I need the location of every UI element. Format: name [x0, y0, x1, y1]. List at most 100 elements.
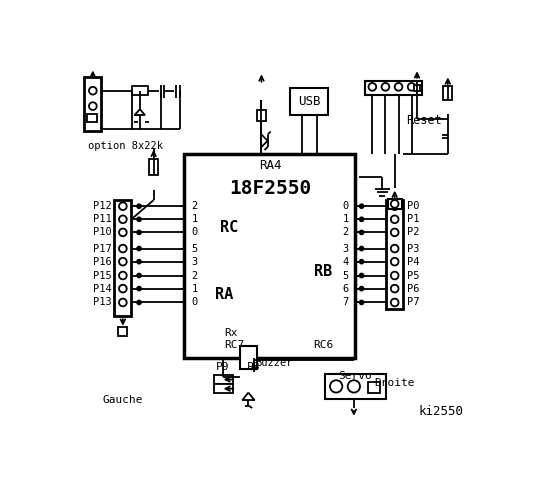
Bar	[443, 86, 452, 100]
Circle shape	[359, 287, 363, 290]
Text: P12: P12	[92, 201, 111, 211]
Text: 18F2550: 18F2550	[229, 179, 311, 198]
Circle shape	[137, 230, 141, 234]
Circle shape	[137, 260, 141, 264]
Text: P15: P15	[92, 271, 111, 280]
Text: 5: 5	[342, 271, 348, 280]
Circle shape	[348, 380, 360, 393]
Bar	[185, 154, 356, 358]
Bar	[215, 384, 233, 393]
Text: USB: USB	[298, 95, 320, 108]
Text: 6: 6	[342, 284, 348, 294]
Circle shape	[391, 203, 399, 210]
Circle shape	[119, 258, 127, 265]
Text: 1: 1	[191, 284, 197, 294]
Text: 4: 4	[342, 257, 348, 267]
Circle shape	[137, 287, 141, 290]
Circle shape	[119, 299, 127, 306]
Text: P10: P10	[92, 228, 111, 238]
Bar	[386, 200, 403, 309]
Text: P6: P6	[407, 284, 420, 294]
Text: RA: RA	[215, 287, 233, 302]
Bar	[364, 81, 422, 95]
Text: 0: 0	[191, 298, 197, 308]
Text: P13: P13	[92, 298, 111, 308]
Text: P3: P3	[407, 243, 420, 253]
Circle shape	[119, 228, 127, 236]
Bar	[85, 77, 101, 131]
Bar	[368, 382, 380, 393]
Text: 1: 1	[191, 214, 197, 224]
Circle shape	[119, 216, 127, 223]
Text: option 8x22k: option 8x22k	[88, 141, 164, 151]
Circle shape	[391, 228, 399, 236]
Text: RB: RB	[314, 264, 332, 279]
Circle shape	[382, 83, 389, 91]
Text: RA4: RA4	[259, 159, 281, 172]
Text: 7: 7	[342, 298, 348, 308]
Text: 2: 2	[191, 201, 197, 211]
Text: P2: P2	[407, 228, 420, 238]
Text: P14: P14	[92, 284, 111, 294]
Circle shape	[89, 87, 97, 95]
Text: P7: P7	[407, 298, 420, 308]
Circle shape	[119, 272, 127, 279]
Circle shape	[391, 299, 399, 306]
Circle shape	[119, 245, 127, 252]
Circle shape	[395, 83, 403, 91]
Text: ki2550: ki2550	[418, 405, 463, 418]
Bar	[290, 88, 328, 115]
Text: P0: P0	[407, 201, 420, 211]
Circle shape	[359, 217, 363, 221]
Text: P5: P5	[407, 271, 420, 280]
Text: 3: 3	[342, 243, 348, 253]
Text: Gauche: Gauche	[103, 395, 143, 405]
Circle shape	[391, 245, 399, 252]
Text: P8: P8	[247, 362, 260, 372]
Text: Reset: Reset	[406, 114, 442, 127]
Bar	[149, 159, 158, 175]
Text: 2: 2	[191, 271, 197, 280]
Bar	[118, 327, 128, 336]
Bar	[114, 200, 132, 316]
Text: P9: P9	[216, 362, 229, 372]
Bar	[391, 202, 399, 209]
Text: RC6: RC6	[313, 340, 333, 350]
Bar	[132, 86, 148, 96]
Text: 2: 2	[342, 228, 348, 238]
Text: RC: RC	[220, 219, 238, 235]
Circle shape	[368, 83, 376, 91]
Circle shape	[137, 247, 141, 251]
Circle shape	[359, 247, 363, 251]
Circle shape	[89, 102, 97, 110]
Bar	[257, 110, 266, 121]
Bar	[240, 347, 257, 370]
Circle shape	[137, 274, 141, 277]
Text: Droite: Droite	[374, 378, 415, 387]
Circle shape	[359, 260, 363, 264]
Text: P1: P1	[407, 214, 420, 224]
Circle shape	[391, 200, 399, 208]
Circle shape	[408, 83, 415, 91]
Circle shape	[330, 380, 342, 393]
Text: 0: 0	[342, 201, 348, 211]
Bar	[325, 374, 386, 399]
Circle shape	[391, 272, 399, 279]
Circle shape	[119, 285, 127, 292]
Circle shape	[359, 300, 363, 304]
Circle shape	[391, 285, 399, 292]
Circle shape	[119, 203, 127, 210]
Circle shape	[137, 300, 141, 304]
Bar	[87, 114, 97, 121]
Text: Buzzer: Buzzer	[255, 358, 293, 368]
Text: P11: P11	[92, 214, 111, 224]
Text: Servo: Servo	[338, 371, 372, 381]
Text: 5: 5	[191, 243, 197, 253]
Circle shape	[391, 216, 399, 223]
Text: P17: P17	[92, 243, 111, 253]
Circle shape	[137, 217, 141, 221]
Circle shape	[359, 274, 363, 277]
Circle shape	[391, 258, 399, 265]
Text: RC7: RC7	[225, 340, 245, 350]
Circle shape	[359, 204, 363, 208]
